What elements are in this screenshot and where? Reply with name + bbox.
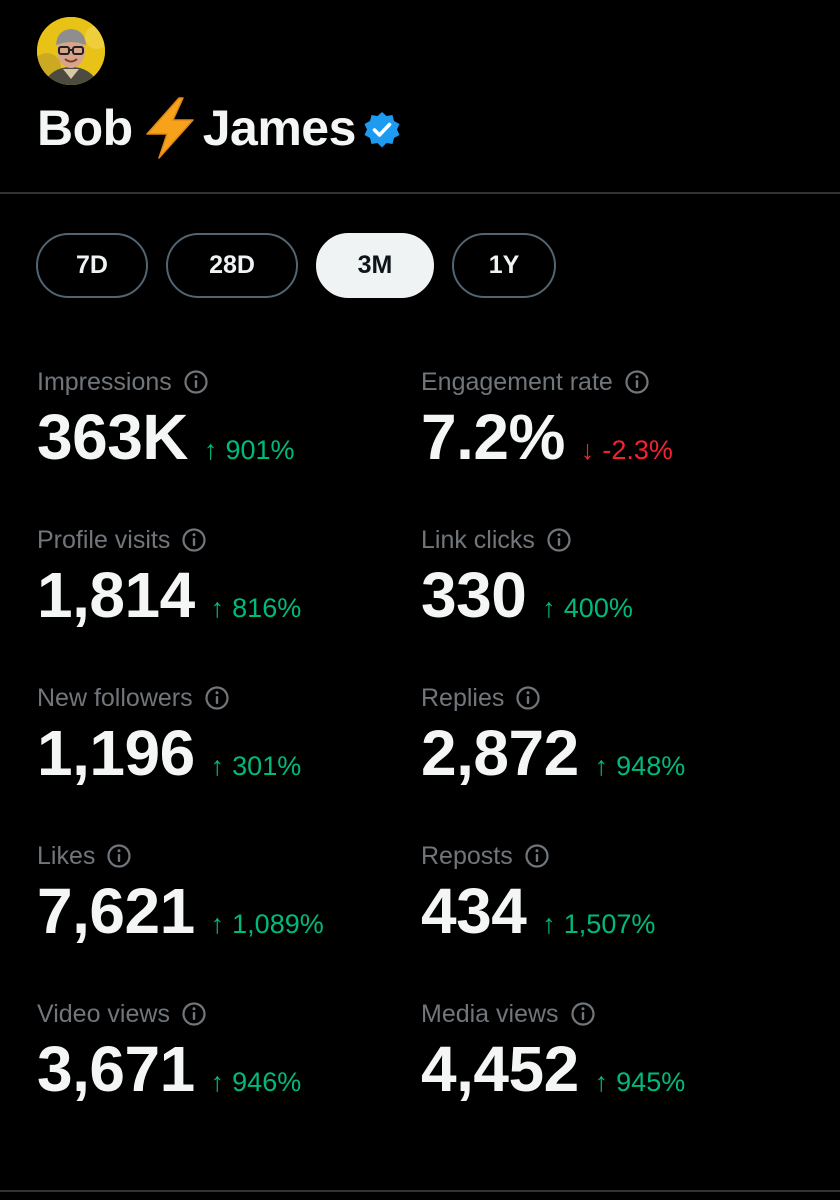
metric-change-value: 948%	[616, 751, 686, 781]
metric-value: 3,671	[37, 1033, 195, 1105]
info-icon[interactable]	[624, 369, 650, 395]
bottom-divider	[0, 1190, 840, 1192]
arrow-up-icon: ↑	[594, 751, 609, 781]
info-icon[interactable]	[570, 1001, 596, 1027]
filter-1y-button[interactable]: 1Y	[452, 233, 556, 298]
metric-label: Profile visits	[37, 525, 171, 554]
arrow-up-icon: ↑	[210, 909, 225, 939]
name-last: James	[202, 100, 357, 156]
metric-change: ↑ 301%	[211, 751, 302, 782]
metric-change: ↑ 400%	[542, 593, 633, 624]
metric-label: Video views	[37, 999, 170, 1028]
metric-change-value: 400%	[563, 593, 633, 623]
info-icon[interactable]	[515, 685, 541, 711]
arrow-up-icon: ↑	[210, 593, 225, 623]
header-divider	[0, 192, 840, 194]
metric-value: 363K	[37, 401, 189, 473]
metric-change-value: 945%	[616, 1067, 686, 1097]
metric-change-value: 816%	[232, 593, 302, 623]
metric-engagement-rate: Engagement rate 7.2% ↓ -2.3%	[421, 366, 673, 473]
metric-change-value: 1,089%	[232, 909, 324, 939]
info-icon[interactable]	[183, 369, 209, 395]
arrow-up-icon: ↑	[210, 751, 225, 781]
metric-new-followers: New followers 1,196 ↑ 301%	[37, 682, 302, 789]
info-icon[interactable]	[204, 685, 230, 711]
arrow-up-icon: ↑	[204, 435, 218, 465]
metric-change-value: 946%	[232, 1067, 302, 1097]
profile-header: Bob James	[0, 0, 840, 194]
metric-change: ↓ -2.3%	[581, 435, 673, 466]
metric-change: ↑ 1,089%	[211, 909, 324, 940]
metric-value: 1,814	[37, 559, 195, 631]
metric-change: ↑ 948%	[595, 751, 686, 782]
metric-change-value: 1,507%	[563, 909, 656, 939]
metric-value: 7,621	[37, 875, 195, 947]
metric-label: Media views	[421, 999, 559, 1028]
metric-profile-visits: Profile visits 1,814 ↑ 816%	[37, 524, 302, 631]
metric-replies: Replies 2,872 ↑ 948%	[421, 682, 686, 789]
metric-label: Link clicks	[421, 525, 535, 554]
metric-reposts: Reposts 434 ↑ 1,507%	[421, 840, 655, 947]
metric-value: 4,452	[421, 1033, 579, 1105]
metric-value: 2,872	[421, 717, 579, 789]
metric-video-views: Video views 3,671 ↑ 946%	[37, 998, 302, 1105]
arrow-up-icon: ↑	[594, 1067, 609, 1097]
metric-label: Likes	[37, 841, 96, 870]
metric-impressions: Impressions 363K ↑ 901%	[37, 366, 295, 473]
display-name: Bob James	[37, 96, 402, 160]
metric-label: Impressions	[37, 367, 172, 396]
avatar[interactable]	[37, 17, 105, 85]
metric-likes: Likes 7,621 ↑ 1,089%	[37, 840, 324, 947]
metric-label: Reposts	[421, 841, 513, 870]
arrow-up-icon: ↑	[542, 593, 556, 623]
verified-badge-icon[interactable]	[362, 110, 402, 150]
info-icon[interactable]	[106, 843, 132, 869]
metric-change: ↑ 1,507%	[542, 909, 655, 940]
filter-3m-button[interactable]: 3M	[316, 233, 434, 298]
metric-label: Replies	[421, 683, 505, 712]
info-icon[interactable]	[546, 527, 572, 553]
metric-change: ↑ 901%	[204, 435, 295, 466]
metric-label: New followers	[37, 683, 193, 712]
metric-change-value: 901%	[225, 435, 295, 465]
metric-link-clicks: Link clicks 330 ↑ 400%	[421, 524, 633, 631]
metric-value: 7.2%	[421, 401, 565, 473]
time-range-filters: 7D 28D 3M 1Y	[36, 233, 556, 298]
info-icon[interactable]	[524, 843, 550, 869]
info-icon[interactable]	[181, 527, 207, 553]
lightning-bolt-icon	[139, 96, 201, 160]
metric-value: 434	[421, 875, 527, 947]
filter-7d-button[interactable]: 7D	[36, 233, 148, 298]
filter-28d-button[interactable]: 28D	[166, 233, 298, 298]
metric-change-value: 301%	[232, 751, 302, 781]
metric-change-value: -2.3%	[602, 435, 673, 465]
metric-value: 1,196	[37, 717, 195, 789]
metric-change: ↑ 816%	[211, 593, 302, 624]
arrow-up-icon: ↑	[210, 1067, 225, 1097]
metric-value: 330	[421, 559, 527, 631]
metric-change: ↑ 946%	[211, 1067, 302, 1098]
arrow-down-icon: ↓	[580, 435, 595, 465]
name-first: Bob	[37, 100, 133, 156]
metric-media-views: Media views 4,452 ↑ 945%	[421, 998, 686, 1105]
metric-change: ↑ 945%	[595, 1067, 686, 1098]
metric-label: Engagement rate	[421, 367, 613, 396]
info-icon[interactable]	[181, 1001, 207, 1027]
arrow-up-icon: ↑	[542, 909, 556, 939]
